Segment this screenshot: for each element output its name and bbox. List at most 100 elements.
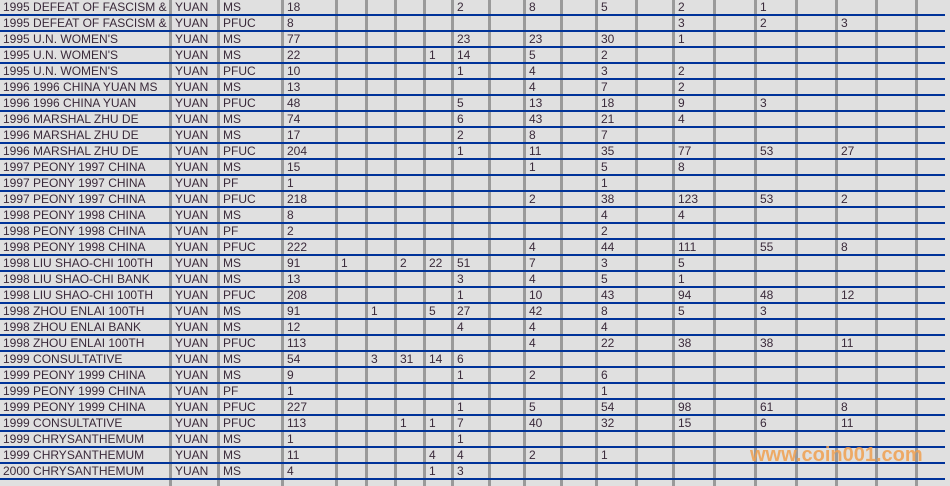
grade-count-cell bbox=[795, 256, 836, 270]
grade-count-cell: 2 bbox=[523, 192, 561, 206]
unit-cell: YUAN bbox=[169, 32, 218, 46]
grade-count-cell bbox=[835, 0, 876, 14]
unit-cell: YUAN bbox=[169, 144, 218, 158]
grade-count-cell bbox=[672, 432, 714, 446]
quantity-cell: 204 bbox=[281, 144, 336, 158]
quantity-cell: 222 bbox=[281, 240, 336, 254]
grade-count-cell bbox=[335, 352, 366, 366]
grade-count-cell: 1 bbox=[595, 384, 636, 398]
grade-count-cell bbox=[635, 384, 673, 398]
grade-count-cell bbox=[488, 336, 524, 350]
grade-count-cell: 1 bbox=[423, 48, 452, 62]
grade-cell: PFUC bbox=[217, 144, 282, 158]
column-divider bbox=[915, 480, 921, 486]
grade-count-cell bbox=[875, 416, 916, 430]
quantity-cell: 13 bbox=[281, 80, 336, 94]
grade-count-cell: 5 bbox=[451, 96, 489, 110]
grade-count-cell bbox=[635, 96, 673, 110]
grade-count-cell bbox=[365, 432, 395, 446]
grade-count-cell bbox=[795, 416, 836, 430]
grade-count-cell: 3 bbox=[672, 16, 714, 30]
grade-count-cell: 7 bbox=[595, 128, 636, 142]
grade-count-cell bbox=[635, 448, 673, 462]
grade-count-cell bbox=[635, 80, 673, 94]
grade-count-cell bbox=[795, 208, 836, 222]
grade-count-cell bbox=[560, 352, 596, 366]
grade-count-cell: 5 bbox=[672, 256, 714, 270]
grade-count-cell: 1 bbox=[523, 160, 561, 174]
grade-count-cell bbox=[915, 448, 945, 462]
grade-count-cell bbox=[560, 288, 596, 302]
grade-count-cell: 11 bbox=[835, 416, 876, 430]
table-row: 1996 1996 CHINA YUAN YUAN PFUC 48 5 13 18 9 3 bbox=[0, 96, 945, 112]
grade-count-cell bbox=[560, 208, 596, 222]
quantity-cell: 113 bbox=[281, 336, 336, 350]
grade-count-cell: 8 bbox=[523, 0, 561, 14]
grade-count-cell bbox=[754, 208, 796, 222]
grade-count-cell bbox=[754, 464, 796, 478]
grade-count-cell bbox=[635, 0, 673, 14]
coin-name-cell: 1999 CHRYSANTHEMUM bbox=[3, 448, 145, 462]
grade-count-cell bbox=[488, 32, 524, 46]
grade-count-cell: 30 bbox=[595, 32, 636, 46]
grade-count-cell: 23 bbox=[451, 32, 489, 46]
grade-count-cell bbox=[488, 224, 524, 238]
grade-count-cell bbox=[635, 16, 673, 30]
table-row: 1998 LIU SHAO-CHI 100TH YUAN MS 91 1 2 22 51 7 3 5 bbox=[0, 256, 945, 272]
grade-count-cell bbox=[835, 256, 876, 270]
coin-name-cell: 2000 CHRYSANTHEMUM bbox=[3, 464, 145, 478]
grade-count-cell bbox=[488, 432, 524, 446]
grade-count-cell bbox=[560, 16, 596, 30]
grade-count-cell bbox=[713, 192, 755, 206]
grade-count-cell bbox=[394, 160, 424, 174]
grade-count-cell bbox=[713, 64, 755, 78]
grade-count-cell bbox=[915, 128, 945, 142]
grade-count-cell bbox=[365, 416, 395, 430]
grade-count-cell bbox=[335, 32, 366, 46]
coin-name-cell: 1998 LIU SHAO-CHI 100TH bbox=[3, 288, 154, 302]
grade-count-cell bbox=[713, 448, 755, 462]
grade-count-cell bbox=[335, 464, 366, 478]
grade-count-cell bbox=[365, 176, 395, 190]
unit-cell: YUAN bbox=[169, 192, 218, 206]
grade-count-cell bbox=[523, 208, 561, 222]
grade-count-cell bbox=[335, 160, 366, 174]
grade-count-cell: 1 bbox=[423, 416, 452, 430]
grade-count-cell bbox=[523, 432, 561, 446]
coin-name-cell: 1998 ZHOU ENLAI 100TH bbox=[3, 304, 145, 318]
grade-cell: MS bbox=[217, 432, 282, 446]
grade-count-cell bbox=[915, 464, 945, 478]
grade-count-cell bbox=[423, 224, 452, 238]
column-divider bbox=[713, 480, 719, 486]
column-divider bbox=[595, 480, 601, 486]
grade-count-cell bbox=[365, 192, 395, 206]
grade-count-cell bbox=[451, 208, 489, 222]
grade-count-cell bbox=[835, 320, 876, 334]
grade-count-cell bbox=[713, 0, 755, 14]
grade-count-cell bbox=[713, 32, 755, 46]
grade-count-cell bbox=[423, 176, 452, 190]
grade-count-cell: 9 bbox=[672, 96, 714, 110]
grade-count-cell bbox=[875, 176, 916, 190]
grade-count-cell bbox=[451, 336, 489, 350]
grade-count-cell bbox=[795, 304, 836, 318]
grade-cell: PF bbox=[217, 176, 282, 190]
grade-count-cell: 11 bbox=[523, 144, 561, 158]
grade-count-cell: 31 bbox=[394, 352, 424, 366]
table-row: 1998 PEONY 1998 CHINA YUAN PF 2 2 bbox=[0, 224, 945, 240]
grade-cell: MS bbox=[217, 352, 282, 366]
grade-count-cell bbox=[635, 320, 673, 334]
grade-count-cell bbox=[423, 128, 452, 142]
grade-count-cell bbox=[335, 0, 366, 14]
grade-count-cell bbox=[713, 400, 755, 414]
grade-count-cell bbox=[635, 288, 673, 302]
grade-count-cell bbox=[488, 368, 524, 382]
grade-count-cell: 8 bbox=[835, 240, 876, 254]
grade-count-cell bbox=[713, 416, 755, 430]
grade-count-cell bbox=[488, 80, 524, 94]
table-row: 1998 LIU SHAO-CHI BANK YUAN MS 13 3 4 5 1 bbox=[0, 272, 945, 288]
quantity-cell: 8 bbox=[281, 16, 336, 30]
grade-count-cell: 27 bbox=[835, 144, 876, 158]
grade-count-cell bbox=[423, 208, 452, 222]
grade-count-cell bbox=[672, 320, 714, 334]
